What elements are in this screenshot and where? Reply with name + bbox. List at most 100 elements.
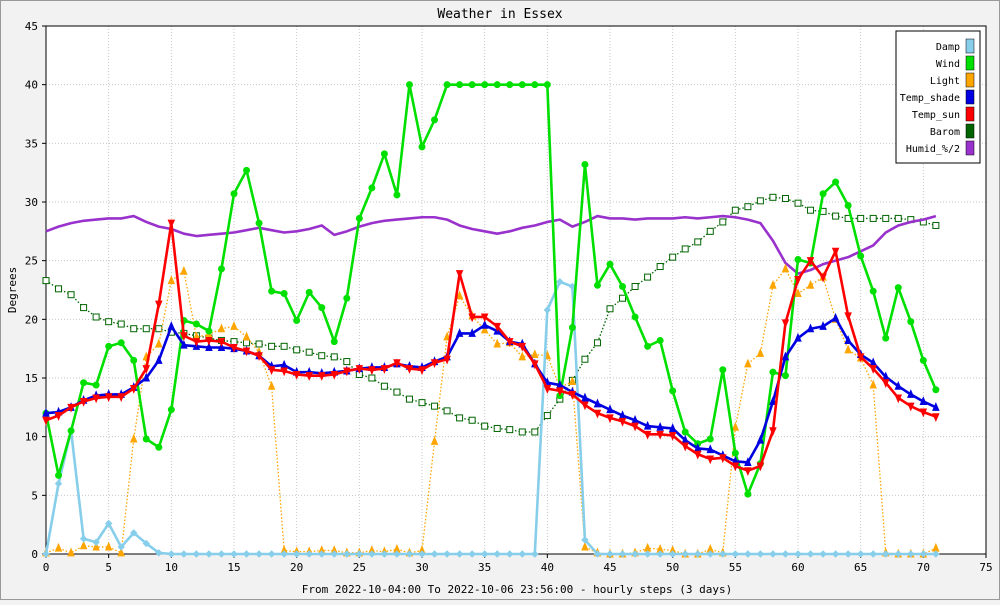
legend-swatch-light: [965, 72, 975, 88]
data-point-temp-sun: [493, 322, 501, 332]
legend-swatch-barom: [965, 123, 975, 139]
data-point-damp: [430, 550, 439, 558]
data-point-temp-sun: [280, 367, 288, 377]
data-point-wind: [894, 284, 902, 292]
data-point-wind: [568, 324, 576, 332]
data-point-wind: [443, 81, 451, 89]
data-point-barom: [744, 203, 752, 211]
data-point-light: [581, 541, 589, 551]
data-point-wind: [155, 443, 163, 451]
data-point-damp: [155, 549, 163, 557]
data-point-damp: [255, 550, 263, 558]
legend-label-temp-shade: Temp_shade: [900, 93, 960, 104]
data-point-temp-sun: [631, 422, 639, 432]
data-point-barom: [694, 238, 702, 246]
data-point-damp: [242, 550, 251, 558]
data-point-temp-shade: [180, 339, 188, 349]
data-point-barom: [832, 212, 840, 220]
data-point-barom: [343, 358, 351, 366]
data-point-wind: [468, 81, 476, 89]
data-point-barom: [268, 342, 276, 350]
data-point-barom: [456, 414, 464, 422]
data-point-barom: [305, 348, 313, 356]
data-point-temp-sun: [393, 359, 401, 369]
y-tick-label: 15: [25, 372, 38, 385]
data-point-barom: [105, 318, 113, 326]
data-point-temp-shade: [894, 380, 903, 390]
data-point-temp-sun: [894, 394, 903, 404]
data-point-temp-sun: [292, 370, 301, 380]
data-point-temp-sun: [343, 367, 351, 377]
x-tick-label: 60: [791, 561, 804, 574]
data-point-temp-sun: [104, 393, 113, 403]
data-point-wind: [343, 294, 351, 302]
data-point-damp: [393, 550, 401, 558]
data-point-light: [844, 344, 852, 354]
data-point-temp-shade: [217, 342, 226, 351]
legend: Damp Wind Light Temp_shade Temp_sun Barom Humi…: [895, 30, 981, 164]
legend-label-wind: Wind: [936, 59, 960, 70]
data-point-temp-sun: [443, 355, 451, 365]
data-point-light: [79, 540, 88, 550]
data-point-light: [267, 380, 276, 390]
y-tick-label: 45: [25, 20, 38, 33]
data-point-temp-sun: [217, 338, 226, 347]
data-point-wind: [919, 356, 927, 364]
data-point-wind: [844, 202, 852, 210]
data-point-wind: [55, 471, 63, 479]
data-point-temp-sun: [656, 430, 664, 440]
data-point-wind: [80, 379, 88, 387]
data-point-damp: [656, 550, 664, 558]
data-point-temp-sun: [556, 387, 564, 397]
data-point-barom: [857, 214, 865, 222]
data-point-wind: [255, 219, 263, 227]
data-point-barom: [731, 206, 739, 214]
data-point-temp-sun: [844, 312, 852, 322]
data-point-temp-shade: [468, 328, 476, 337]
data-point-barom: [807, 206, 815, 214]
data-point-barom: [155, 325, 163, 333]
data-point-damp: [668, 550, 677, 558]
data-point-damp: [606, 550, 614, 558]
data-point-wind: [192, 320, 200, 328]
data-point-temp-shade: [706, 444, 715, 454]
x-tick-label: 50: [666, 561, 679, 574]
data-point-light: [769, 280, 777, 289]
x-tick-label: 45: [603, 561, 616, 574]
data-point-temp-sun: [305, 372, 313, 381]
data-point-damp: [142, 539, 150, 548]
data-point-damp: [894, 550, 902, 558]
data-point-wind: [932, 386, 940, 394]
data-point-barom: [631, 282, 639, 290]
data-point-temp-sun: [819, 273, 827, 283]
data-point-temp-sun: [330, 370, 339, 380]
x-tick-label: 10: [165, 561, 178, 574]
data-point-damp: [92, 538, 100, 546]
data-point-wind: [418, 143, 426, 151]
legend-label-light: Light: [930, 76, 960, 87]
series-line-barom: [45, 196, 937, 433]
data-point-barom: [431, 402, 439, 410]
data-point-damp: [932, 550, 940, 558]
data-point-barom: [67, 291, 75, 299]
x-tick-label: 5: [105, 561, 112, 574]
data-point-temp-sun: [192, 338, 201, 347]
data-point-barom: [92, 313, 100, 321]
data-point-wind: [781, 372, 789, 380]
data-point-wind: [380, 150, 388, 158]
data-point-temp-shade: [606, 404, 614, 414]
data-point-temp-sun: [618, 417, 627, 427]
data-point-damp: [618, 550, 627, 558]
data-point-temp-shade: [907, 389, 915, 398]
x-tick-label: 40: [541, 561, 554, 574]
data-point-light: [794, 288, 802, 298]
data-point-light: [869, 379, 877, 389]
series-damp: [42, 278, 940, 558]
data-point-damp: [305, 550, 313, 558]
data-point-temp-sun: [731, 462, 740, 472]
data-point-barom: [380, 382, 388, 390]
data-point-temp-sun: [355, 365, 364, 374]
data-point-damp: [706, 550, 714, 558]
data-point-damp: [380, 550, 389, 558]
